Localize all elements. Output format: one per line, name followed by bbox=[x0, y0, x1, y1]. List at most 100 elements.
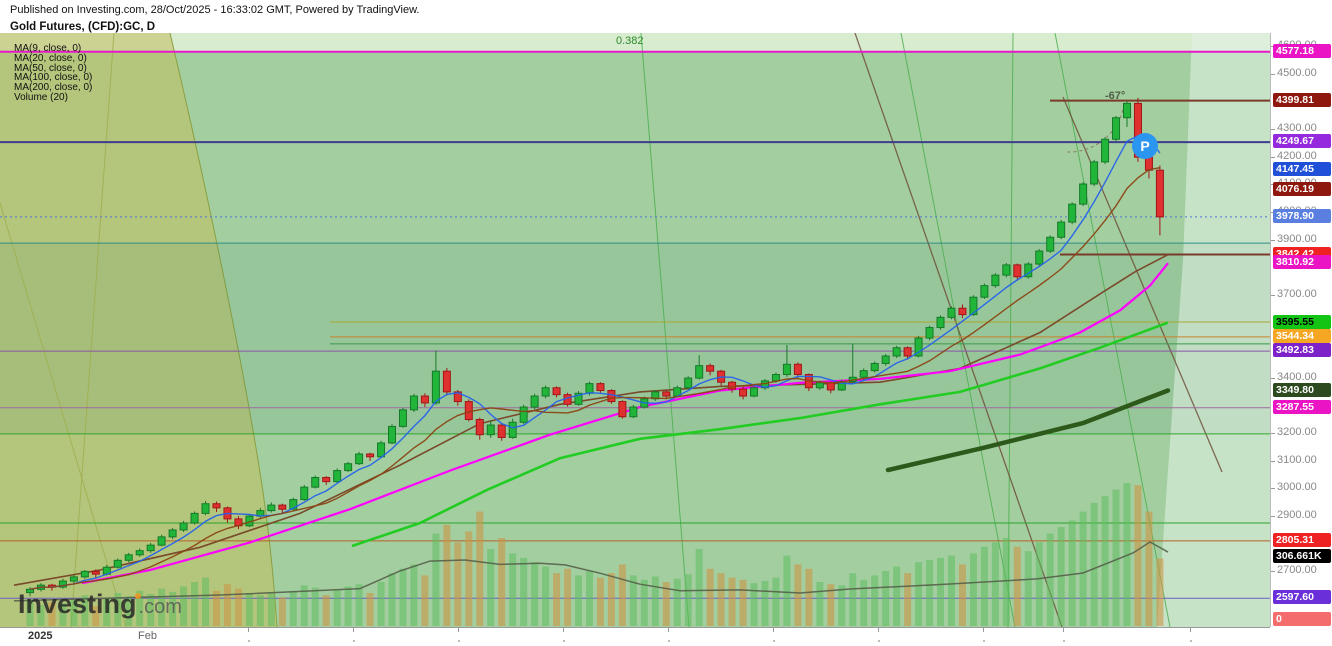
candle-body bbox=[388, 425, 397, 444]
volume-bar bbox=[750, 583, 758, 626]
volume-bar bbox=[147, 594, 155, 626]
candle-body bbox=[69, 576, 78, 582]
volume-bar bbox=[103, 597, 111, 626]
price-badge: 3595.55 bbox=[1273, 314, 1331, 329]
candle-body bbox=[113, 559, 122, 568]
volume-bar bbox=[1068, 520, 1076, 626]
time-tick-dot bbox=[248, 640, 250, 642]
candlestick-chart[interactable] bbox=[0, 33, 1270, 627]
price-badge: 3810.92 bbox=[1273, 255, 1331, 270]
watermark-orange-dot bbox=[134, 593, 141, 599]
candle-body bbox=[574, 392, 583, 405]
candle-body bbox=[91, 570, 100, 575]
volume-bar bbox=[1090, 502, 1098, 626]
volume-bar bbox=[300, 585, 308, 626]
volume-bar bbox=[827, 584, 835, 626]
trend-angle-label: -67° bbox=[1105, 90, 1126, 102]
candle-body bbox=[1035, 250, 1044, 265]
time-tick-dot bbox=[1063, 640, 1065, 642]
volume-bar bbox=[958, 564, 966, 626]
candle-body bbox=[519, 406, 528, 423]
volume-bar bbox=[421, 575, 429, 626]
volume-bar bbox=[487, 549, 495, 626]
volume-bar bbox=[1101, 496, 1109, 626]
candle-body bbox=[782, 363, 791, 376]
price-badge: 3978.90 bbox=[1273, 208, 1331, 223]
volume-bar bbox=[1079, 511, 1087, 626]
volume-bar bbox=[191, 582, 199, 626]
legend-item: MA(9, close, 0) bbox=[14, 43, 82, 54]
price-tick-label: 2900.00 bbox=[1271, 508, 1317, 521]
candle-body bbox=[267, 504, 276, 512]
volume-bar bbox=[805, 568, 813, 626]
volume-bar bbox=[81, 595, 89, 626]
guide-line bbox=[0, 202, 127, 627]
price-badge: 4147.45 bbox=[1273, 162, 1331, 177]
volume-bar bbox=[432, 533, 440, 626]
candle-body bbox=[344, 463, 353, 472]
candle-body bbox=[366, 453, 375, 458]
volume-bar bbox=[904, 573, 912, 626]
price-badge: 3492.83 bbox=[1273, 343, 1331, 358]
price-scale[interactable]: 4600.004500.004300.004200.004100.004000.… bbox=[1270, 33, 1332, 627]
volume-bar bbox=[26, 599, 34, 626]
candle-body bbox=[442, 370, 451, 393]
volume-bar bbox=[761, 580, 769, 626]
volume-bar bbox=[772, 577, 780, 626]
legend-item: MA(20, close, 0) bbox=[14, 52, 87, 64]
volume-bar bbox=[553, 573, 561, 626]
fib-level-label: 0.382 bbox=[616, 35, 644, 47]
volume-bar bbox=[410, 564, 418, 626]
candle-body bbox=[431, 370, 440, 404]
volume-bar bbox=[1024, 551, 1032, 626]
candle-body bbox=[333, 470, 342, 483]
price-tick-label: 2700.00 bbox=[1271, 563, 1317, 576]
volume-bar bbox=[816, 582, 824, 626]
time-tick-dot bbox=[563, 640, 565, 642]
volume-bar bbox=[256, 595, 264, 626]
indicator-legend: MA(9, close, 0) MA(20, close, 0) MA(50, cl… bbox=[14, 44, 92, 103]
volume-bar bbox=[893, 566, 901, 626]
candle-body bbox=[1144, 156, 1153, 171]
candle-body bbox=[530, 395, 539, 408]
volume-bar bbox=[92, 606, 100, 626]
volume-bar bbox=[1156, 558, 1164, 626]
volume-bar bbox=[355, 584, 363, 626]
legend-item: MA(200, close, 0) bbox=[14, 82, 93, 94]
candle-body bbox=[826, 382, 835, 391]
time-scale[interactable]: 2025 Feb bbox=[0, 627, 1270, 646]
time-notch bbox=[668, 628, 669, 632]
volume-bar bbox=[289, 590, 297, 626]
volume-bar bbox=[125, 596, 133, 626]
time-tick-dot bbox=[1190, 640, 1192, 642]
price-badge: 2597.60 bbox=[1273, 590, 1331, 605]
time-notch bbox=[353, 628, 354, 632]
volume-bar bbox=[1046, 533, 1054, 626]
candle-body bbox=[157, 536, 166, 546]
price-badge: 0 bbox=[1273, 612, 1331, 626]
candle-body bbox=[936, 316, 945, 329]
candle-body bbox=[728, 381, 737, 390]
candle-body bbox=[958, 307, 967, 316]
candle-body bbox=[1046, 236, 1055, 252]
price-tick-label: 4300.00 bbox=[1271, 122, 1317, 135]
volume-bar bbox=[169, 591, 177, 626]
time-notch bbox=[983, 628, 984, 632]
candle-body bbox=[497, 424, 506, 438]
candle-body bbox=[1090, 161, 1099, 185]
published-idea-marker[interactable]: P bbox=[1132, 133, 1158, 159]
candle-body bbox=[585, 383, 594, 394]
volume-bar bbox=[673, 578, 681, 626]
investing-watermark: Investing .com bbox=[18, 589, 182, 620]
volume-bar bbox=[443, 524, 451, 626]
volume-bar bbox=[59, 602, 67, 626]
time-tick-dot bbox=[773, 640, 775, 642]
candle-body bbox=[289, 499, 298, 510]
chart-plot-area[interactable] bbox=[0, 33, 1270, 627]
candle-body bbox=[464, 401, 473, 421]
time-notch bbox=[1190, 628, 1191, 632]
candle-body bbox=[870, 362, 879, 372]
volume-bar bbox=[465, 531, 473, 626]
time-notch bbox=[458, 628, 459, 632]
